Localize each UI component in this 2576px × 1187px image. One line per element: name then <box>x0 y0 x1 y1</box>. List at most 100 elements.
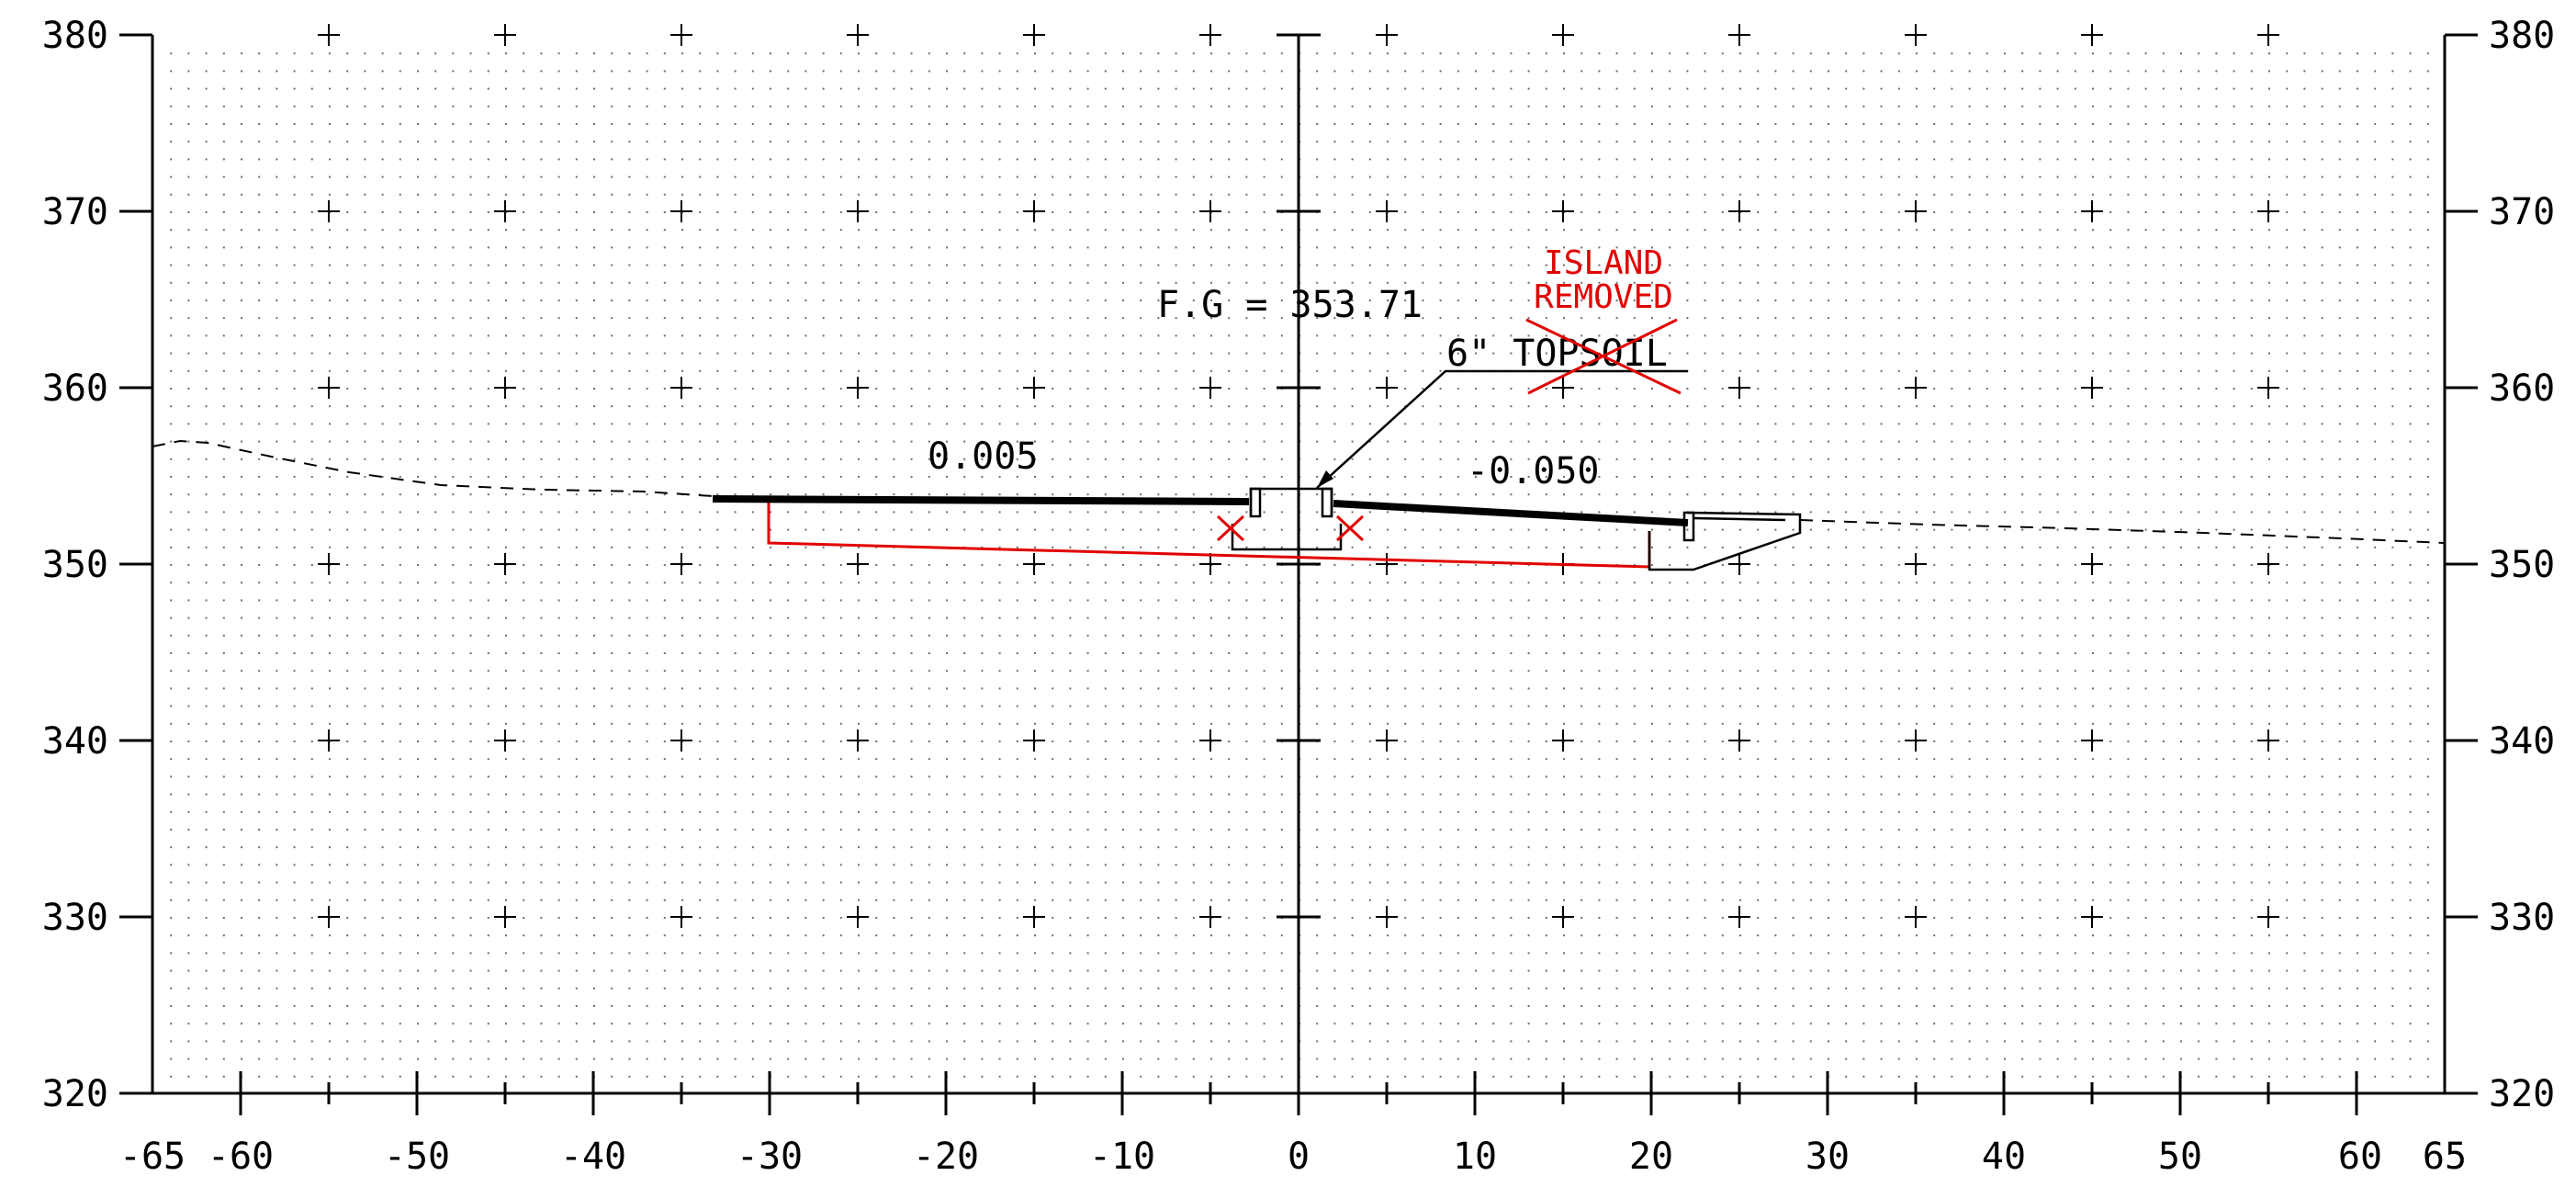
grid-cross <box>318 729 340 752</box>
grid-cross <box>847 729 869 752</box>
grid-cross <box>1728 377 1750 399</box>
x-tick-label: 30 <box>1805 1136 1850 1178</box>
grid-cross <box>1023 200 1045 222</box>
slope-left-label: 0.005 <box>928 435 1038 478</box>
grid-cross <box>494 906 516 928</box>
proposed-grade-right <box>1333 500 1689 526</box>
x-tick-label: 60 <box>2338 1136 2382 1178</box>
x-tick-label: -60 <box>208 1136 274 1178</box>
topsoil-label: 6" TOPSOIL <box>1446 333 1668 375</box>
grid-cross <box>1728 553 1750 575</box>
grid-cross <box>847 553 869 575</box>
grid-cross <box>847 377 869 399</box>
existing-ground-left <box>152 439 714 497</box>
x-tick-label: 50 <box>2158 1136 2202 1178</box>
curb-section <box>1648 511 1802 571</box>
grid-cross <box>1199 377 1221 399</box>
grid-cross <box>2257 24 2279 46</box>
x-tick-label: -50 <box>384 1136 450 1178</box>
grid-cross <box>1023 553 1045 575</box>
grid-cross <box>1905 377 1927 399</box>
grid-cross <box>1376 906 1398 928</box>
grid-cross <box>2257 200 2279 222</box>
grid-cross <box>1199 553 1221 575</box>
x-tick-label: 20 <box>1629 1136 1673 1178</box>
grid-cross <box>1376 377 1398 399</box>
y-tick-label-left: 350 <box>42 544 108 586</box>
y-axis-labels-left: 380 370 360 350 340 330 320 <box>42 15 108 1115</box>
y-tick-label-left: 320 <box>42 1073 108 1115</box>
y-tick-label-left: 370 <box>42 191 108 233</box>
finished-grade-label: F.G = 353.71 <box>1157 284 1423 326</box>
grid-cross <box>1905 729 1927 752</box>
slope-right-label: -0.050 <box>1467 450 1600 492</box>
grid-cross <box>670 553 692 575</box>
x-tick-label: -30 <box>737 1136 803 1178</box>
x-tick-label: 65 <box>2423 1136 2467 1178</box>
grid-cross <box>1552 24 1574 46</box>
removal-x-marker <box>1335 514 1365 542</box>
y-tick-label-left: 380 <box>42 15 108 57</box>
grid-cross <box>1023 729 1045 752</box>
grid-cross <box>2081 200 2103 222</box>
grid-cross <box>494 377 516 399</box>
grid-cross <box>318 377 340 399</box>
grid-cross <box>1023 906 1045 928</box>
grid-cross <box>2081 906 2103 928</box>
grid-cross <box>1905 906 1927 928</box>
grid-cross <box>318 200 340 222</box>
grid-cross <box>1905 200 1927 222</box>
grid-cross <box>1728 729 1750 752</box>
grid-cross <box>2081 553 2103 575</box>
grid-cross <box>494 729 516 752</box>
grid-cross <box>2081 729 2103 752</box>
grid-cross <box>494 200 516 222</box>
grid-cross <box>1552 377 1574 399</box>
grid-cross <box>2257 906 2279 928</box>
x-tick-label: 40 <box>1982 1136 2026 1178</box>
grid-cross <box>1199 24 1221 46</box>
grid-cross <box>670 377 692 399</box>
x-tick-label: -10 <box>1089 1136 1155 1178</box>
strike-x-mark <box>1525 318 1682 395</box>
grid-cross <box>670 200 692 222</box>
grid-cross <box>1552 906 1574 928</box>
y-tick-label-right: 340 <box>2489 720 2555 763</box>
x-tick-label: 0 <box>1288 1136 1310 1178</box>
y-tick-label-right: 360 <box>2489 367 2555 410</box>
topsoil-leader-arrowhead <box>1317 470 1333 488</box>
grid-cross <box>1728 24 1750 46</box>
island-label-line1: ISLAND <box>1544 244 1663 282</box>
proposed-grade-left <box>712 495 1250 505</box>
grid-cross <box>318 906 340 928</box>
y-tick-label-right: 350 <box>2489 544 2555 586</box>
y-tick-label-right: 330 <box>2489 897 2555 939</box>
grid-cross <box>670 729 692 752</box>
x-tick-label: -40 <box>560 1136 626 1178</box>
grid-cross <box>847 906 869 928</box>
y-tick-label-right: 380 <box>2489 15 2555 57</box>
removal-x-marker <box>1216 514 1245 542</box>
grid-cross <box>2257 377 2279 399</box>
grid-cross <box>1728 200 1750 222</box>
grid-cross <box>670 24 692 46</box>
grid-cross <box>2081 377 2103 399</box>
grid-cross <box>1023 377 1045 399</box>
y-tick-label-right: 320 <box>2489 1073 2555 1115</box>
grid-cross <box>1552 200 1574 222</box>
grid-cross <box>670 906 692 928</box>
y-tick-label-right: 370 <box>2489 191 2555 233</box>
grid-cross <box>2257 553 2279 575</box>
y-axis-labels-right: 380 370 360 350 340 330 320 <box>2489 15 2555 1115</box>
grid-cross <box>847 200 869 222</box>
grid-cross <box>1728 906 1750 928</box>
grid-cross <box>1199 200 1221 222</box>
grid-cross <box>1552 729 1574 752</box>
x-tick-label: -20 <box>913 1136 979 1178</box>
grid-cross <box>318 24 340 46</box>
grid-cross <box>1376 729 1398 752</box>
y-tick-label-left: 330 <box>42 897 108 939</box>
y-tick-label-left: 360 <box>42 367 108 410</box>
